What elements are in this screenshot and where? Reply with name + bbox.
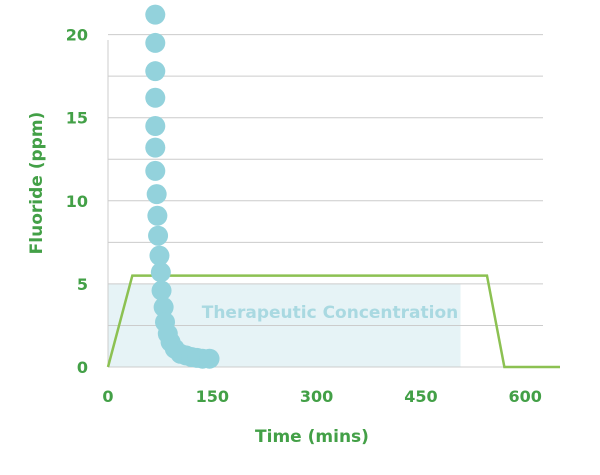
- scatter-point-7: [146, 184, 167, 205]
- scatter-point-11: [150, 262, 171, 283]
- points-layer: [145, 4, 220, 369]
- scatter-point-13: [153, 297, 174, 318]
- scatter-point-5: [145, 137, 166, 158]
- scatter-point-2: [145, 61, 166, 82]
- y-tick-label-20: 20: [66, 26, 88, 45]
- scatter-point-1: [145, 32, 166, 53]
- line-layer: [106, 274, 560, 369]
- scatter-point-12: [151, 280, 172, 301]
- x-tick-label-600: 600: [509, 387, 542, 406]
- grid-layer: [107, 34, 543, 368]
- x-tick-label-300: 300: [300, 387, 333, 406]
- scatter-point-10: [149, 245, 170, 266]
- therapeutic-line: [106, 274, 560, 369]
- y-tick-label-5: 5: [77, 275, 88, 294]
- band-label-layer: Therapeutic Concentration: [202, 303, 459, 323]
- band-label: Therapeutic Concentration: [202, 303, 459, 323]
- scatter-point-6: [145, 160, 166, 181]
- scatter-point-4: [145, 116, 166, 137]
- y-tick-label-10: 10: [66, 192, 88, 211]
- scatter-point-0: [145, 4, 166, 25]
- scatter-point-23: [199, 348, 220, 369]
- y-tick-label-15: 15: [66, 109, 88, 128]
- x-axis-title: Time (mins): [255, 427, 369, 447]
- scatter-point-3: [145, 87, 166, 108]
- x-tick-label-450: 450: [404, 387, 437, 406]
- y-tick-label-0: 0: [77, 358, 88, 377]
- tick-layer: 0 150 300 450 600 0 5 10 15 20: [66, 26, 542, 406]
- y-axis-title: Fluoride (ppm): [27, 112, 47, 255]
- scatter-point-9: [148, 225, 169, 246]
- x-tick-label-0: 0: [102, 387, 113, 406]
- scatter-point-8: [147, 205, 168, 226]
- x-tick-label-150: 150: [196, 387, 229, 406]
